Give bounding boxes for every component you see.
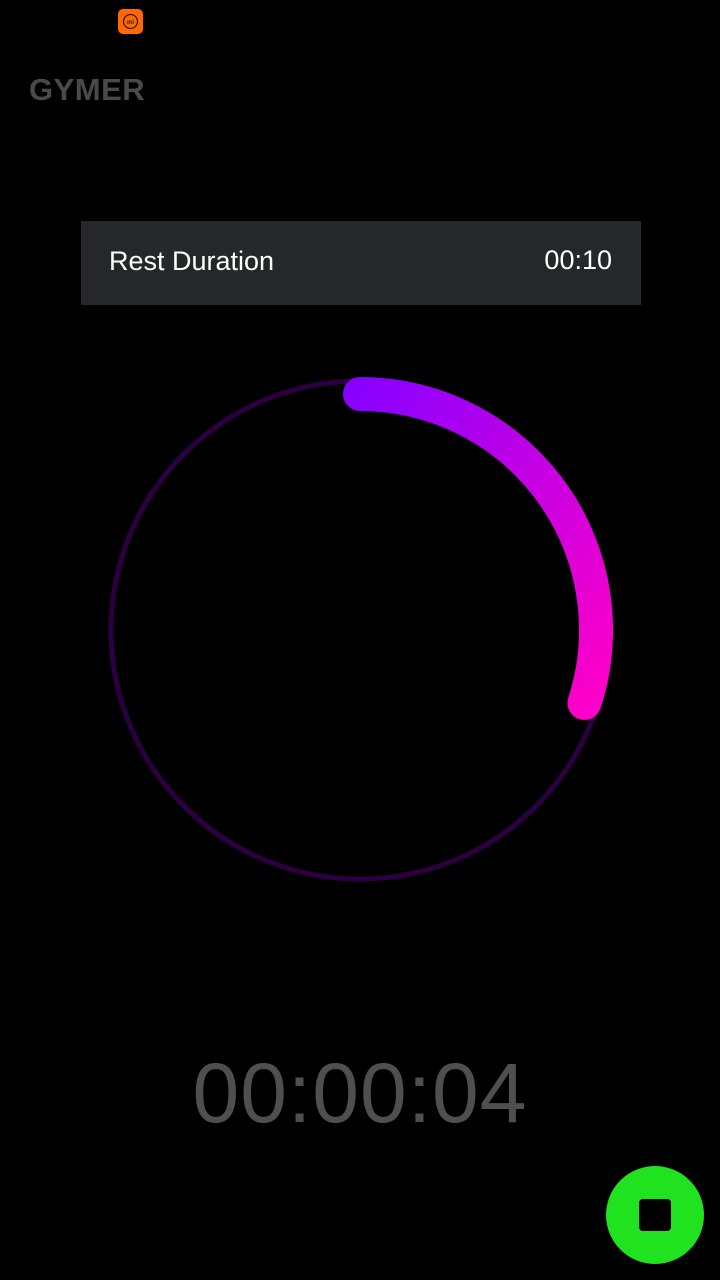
svg-text:mi: mi <box>127 20 134 26</box>
rest-duration-value[interactable]: 00:10 <box>544 245 612 275</box>
elapsed-timer: 00:00:04 <box>192 1046 528 1140</box>
status-bar: mi <box>0 0 720 40</box>
progress-ring-arc <box>343 377 613 720</box>
progress-ring <box>108 377 613 882</box>
mi-app-icon: mi <box>118 9 143 34</box>
app-title: GYMER <box>29 72 146 107</box>
rest-duration-label: Rest Duration <box>109 246 275 276</box>
rest-duration-setting[interactable]: Rest Duration 00:10 <box>81 221 641 305</box>
stop-icon <box>639 1199 671 1231</box>
stop-button[interactable] <box>606 1166 704 1264</box>
